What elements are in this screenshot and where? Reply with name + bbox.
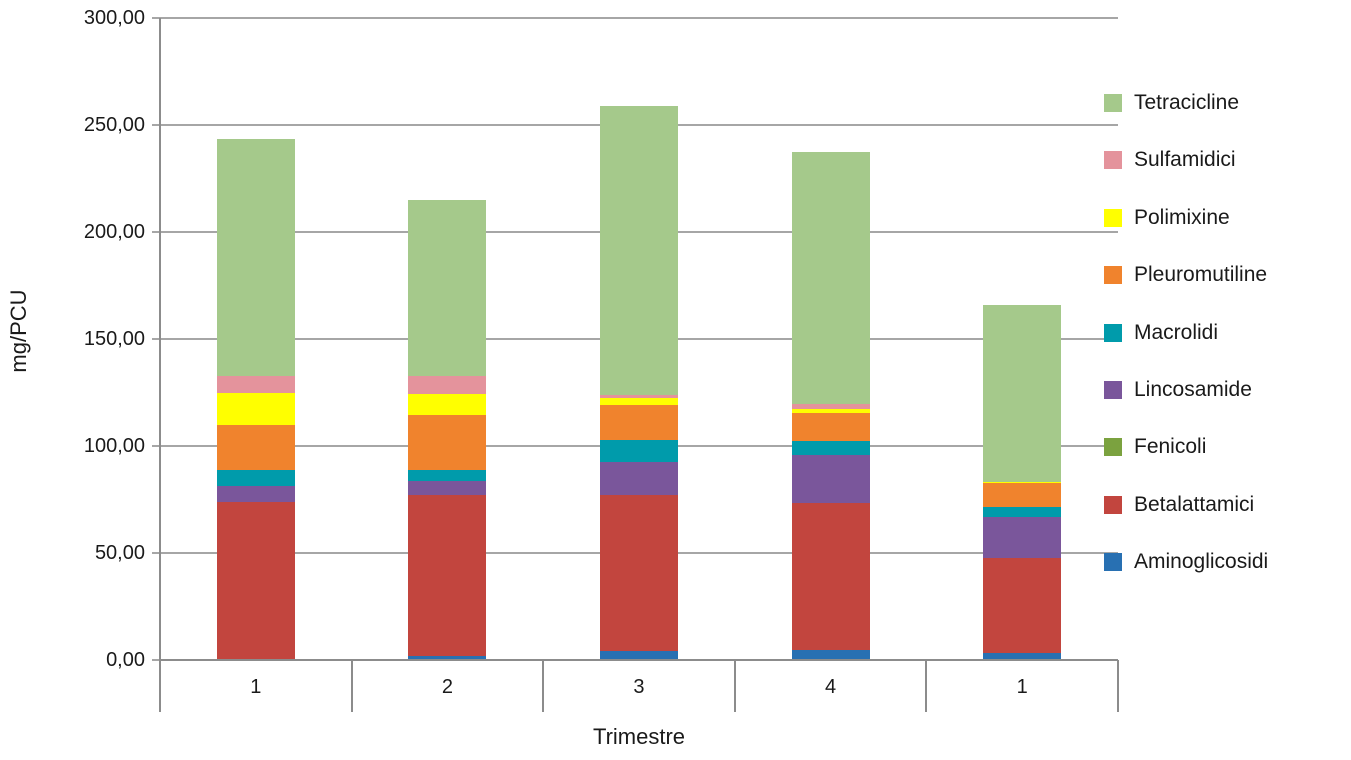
bar-segment-macrolidi-cat3 [600,440,678,462]
gridline [152,17,1118,19]
bar-segment-polimixine-cat5 [983,481,1061,483]
x-category-label: 4 [825,676,837,698]
x-category-separator [733,660,736,712]
y-tick-label: 0,00 [106,649,145,671]
bar-segment-sulfamidici-cat4 [792,404,870,409]
bar-segment-tetracicline-cat3 [600,105,678,395]
bar-segment-macrolidi-cat2 [408,470,486,482]
y-tick-label: 300,00 [83,7,145,29]
x-category-label: 3 [633,676,645,698]
legend-item-sulfamidici: Sulfamidici [1104,148,1344,172]
bar-segment-polimixine-cat4 [792,409,870,414]
legend-swatch-fenicoli [1104,438,1122,456]
bar-segment-pleuromutiline-cat1 [217,425,295,470]
legend-swatch-lincosamide [1104,381,1122,399]
legend-swatch-polimixine [1104,209,1122,227]
bar-segment-macrolidi-cat1 [217,470,295,487]
bar-segment-pleuromutiline-cat2 [408,415,486,470]
bar-segment-polimixine-cat3 [600,398,678,405]
legend-label: Polimixine [1134,206,1230,229]
legend-item-lincosamide: Lincosamide [1104,378,1344,402]
bar-segment-lincosamide-cat1 [217,486,295,503]
legend-label: Sulfamidici [1134,148,1236,171]
legend-label: Aminoglicosidi [1134,550,1269,573]
legend-item-macrolidi: Macrolidi [1104,321,1344,345]
y-tick-label: 200,00 [83,221,145,243]
legend-item-polimixine: Polimixine [1104,206,1344,230]
legend-item-pleuromutiline: Pleuromutiline [1104,263,1344,287]
bar-segment-lincosamide-cat4 [792,455,870,503]
bar-segment-lincosamide-cat3 [600,462,678,495]
bar-segment-sulfamidici-cat2 [408,376,486,394]
x-category-label: 1 [1016,676,1028,698]
x-axis-title: Trimestre [592,724,686,749]
bar-segment-betalattamici-cat4 [792,502,870,650]
bar-segment-lincosamide-cat2 [408,481,486,495]
x-category-separator [925,660,928,712]
bar-segment-aminoglicosidi-cat2 [408,655,486,660]
bar-segment-pleuromutiline-cat3 [600,404,678,440]
legend-label: Betalattamici [1134,493,1255,516]
x-axis-line [160,659,1118,661]
x-category-label: 1 [250,676,262,698]
x-category-separator [1117,660,1119,712]
bar-segment-tetracicline-cat2 [408,199,486,376]
bar-segment-pleuromutiline-cat4 [792,413,870,441]
legend-swatch-sulfamidici [1104,151,1122,169]
x-category-separator [542,660,545,712]
bar-segment-polimixine-cat1 [217,392,295,425]
y-axis-title: mg/PCU [6,289,31,373]
x-category-separator [350,660,353,712]
bar-segment-pleuromutiline-cat5 [983,483,1061,507]
bar-segment-polimixine-cat2 [408,394,486,415]
bar-segment-aminoglicosidi-cat5 [983,652,1061,660]
y-tick-label: 100,00 [83,435,145,457]
bar-segment-aminoglicosidi-cat4 [792,649,870,660]
legend-label: Tetracicline [1134,91,1240,114]
bar-segment-macrolidi-cat4 [792,441,870,455]
bar-segment-betalattamici-cat5 [983,557,1061,653]
legend-swatch-macrolidi [1104,324,1122,342]
legend-item-fenicoli: Fenicoli [1104,435,1344,459]
y-tick-label: 250,00 [83,114,145,136]
legend-swatch-tetracicline [1104,94,1122,112]
bar-segment-tetracicline-cat5 [983,304,1061,482]
bar-segment-betalattamici-cat1 [217,502,295,660]
legend-swatch-aminoglicosidi [1104,553,1122,571]
legend-swatch-pleuromutiline [1104,266,1122,284]
bar-segment-betalattamici-cat3 [600,495,678,651]
bar-segment-lincosamide-cat5 [983,517,1061,558]
bar-segment-tetracicline-cat4 [792,152,870,405]
y-tick-label: 150,00 [83,328,145,350]
legend-item-aminoglicosidi: Aminoglicosidi [1104,550,1344,574]
bar-segment-sulfamidici-cat1 [217,376,295,393]
y-axis-line [159,18,161,712]
bar-segment-aminoglicosidi-cat3 [600,650,678,660]
legend-label: Pleuromutiline [1134,263,1268,286]
bar-segment-betalattamici-cat2 [408,495,486,656]
legend-swatch-betalattamici [1104,496,1122,514]
y-tick-label: 50,00 [94,542,145,564]
legend-item-betalattamici: Betalattamici [1104,493,1344,517]
legend-label: Fenicoli [1134,435,1207,458]
legend-item-tetracicline: Tetracicline [1104,91,1344,115]
bar-segment-tetracicline-cat1 [217,139,295,376]
bar-segment-macrolidi-cat5 [983,507,1061,518]
x-category-label: 2 [441,676,453,698]
legend-label: Lincosamide [1134,378,1252,401]
bar-segment-sulfamidici-cat3 [600,395,678,399]
legend-label: Macrolidi [1134,321,1219,344]
